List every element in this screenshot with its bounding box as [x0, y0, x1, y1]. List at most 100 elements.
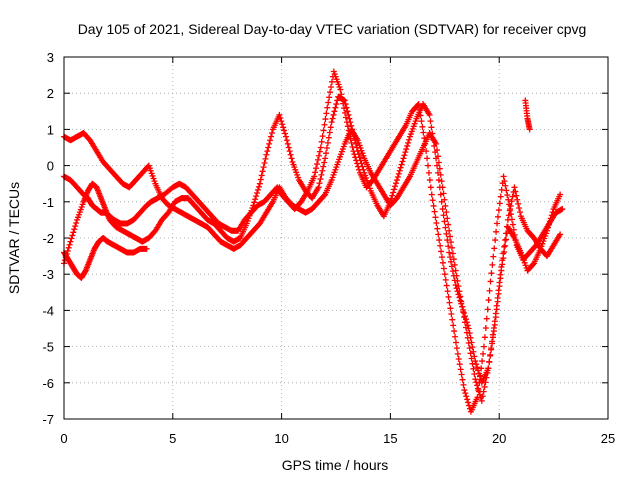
data-point: [450, 256, 457, 263]
data-point: [342, 101, 349, 108]
data-point: [445, 293, 452, 300]
y-tick-label: -3: [42, 267, 54, 282]
data-point: [311, 173, 318, 180]
data-point: [395, 170, 402, 177]
data-point: [486, 287, 493, 294]
data-point: [461, 314, 468, 321]
data-point: [503, 187, 510, 194]
data-point: [419, 123, 426, 130]
data-point: [314, 156, 321, 163]
data-point: [455, 283, 462, 290]
data-point: [279, 121, 286, 128]
y-tick-label: 3: [47, 50, 54, 65]
data-point: [439, 184, 446, 191]
data-point: [319, 133, 326, 140]
data-point: [493, 228, 500, 235]
data-point: [324, 139, 331, 146]
data-point: [508, 198, 515, 205]
data-point: [465, 339, 472, 346]
data-point: [343, 104, 350, 111]
data-point: [501, 243, 508, 250]
data-point: [458, 371, 465, 378]
data-point: [355, 151, 362, 158]
y-tick-label: 0: [47, 159, 54, 174]
data-point: [449, 316, 456, 323]
data-point: [320, 163, 327, 170]
data-point: [332, 104, 339, 111]
data-point: [478, 397, 485, 404]
data-point: [545, 221, 552, 228]
data-point: [435, 177, 442, 184]
data-point: [403, 146, 410, 153]
data-point: [414, 102, 421, 109]
data-point: [313, 165, 320, 172]
data-point: [330, 111, 337, 118]
y-tick-label: -2: [42, 231, 54, 246]
data-point: [503, 230, 510, 237]
data-point: [348, 139, 355, 146]
data-point: [447, 254, 454, 261]
data-point: [393, 177, 400, 184]
data-point: [440, 212, 447, 219]
data-point: [494, 213, 501, 220]
data-point: [277, 115, 284, 122]
data-point: [420, 129, 427, 136]
data-point: [282, 133, 289, 140]
data-point: [457, 366, 464, 373]
data-point: [443, 209, 450, 216]
data-point: [73, 220, 80, 227]
data-point: [495, 287, 502, 294]
data-point: [505, 212, 512, 219]
data-point: [440, 265, 447, 272]
data-point: [444, 237, 451, 244]
data-point: [396, 167, 403, 174]
data-point: [439, 254, 446, 261]
data-point: [326, 94, 333, 101]
data-point: [430, 202, 437, 209]
data-point: [278, 118, 285, 125]
y-tick-label: -7: [42, 412, 54, 427]
data-point: [460, 381, 467, 388]
data-point: [516, 205, 523, 212]
data-point: [347, 119, 354, 126]
data-point: [314, 161, 321, 168]
x-tick-label: 5: [169, 431, 176, 446]
data-point: [406, 136, 413, 143]
data-point: [446, 299, 453, 306]
data-point: [454, 350, 461, 357]
data-point: [321, 121, 328, 128]
data-point: [346, 115, 353, 122]
data-point: [442, 276, 449, 283]
y-tick-label: -5: [42, 340, 54, 355]
data-point: [399, 158, 406, 165]
data-point: [64, 247, 71, 254]
data-point: [65, 244, 72, 251]
data-point: [456, 294, 463, 301]
data-point: [549, 209, 556, 216]
data-point: [446, 249, 453, 256]
data-point: [398, 161, 405, 168]
data-point: [557, 191, 564, 198]
data-point: [463, 393, 470, 400]
data-point: [445, 221, 452, 228]
data-point: [252, 196, 259, 203]
data-point: [70, 229, 77, 236]
data-point: [319, 167, 326, 174]
data-point: [464, 334, 471, 341]
data-point: [400, 155, 407, 162]
data-point: [451, 328, 458, 335]
data-point: [490, 324, 497, 331]
data-point: [325, 134, 332, 141]
data-point: [286, 148, 293, 155]
data-point: [445, 243, 452, 250]
data-points: [61, 68, 566, 415]
data-point: [494, 220, 501, 227]
data-point: [266, 140, 273, 147]
data-point: [495, 207, 502, 214]
y-tick-label: 1: [47, 122, 54, 137]
data-point: [471, 371, 478, 378]
data-point: [316, 148, 323, 155]
data-point: [440, 190, 447, 197]
data-point: [456, 288, 463, 295]
data-point: [486, 358, 493, 365]
